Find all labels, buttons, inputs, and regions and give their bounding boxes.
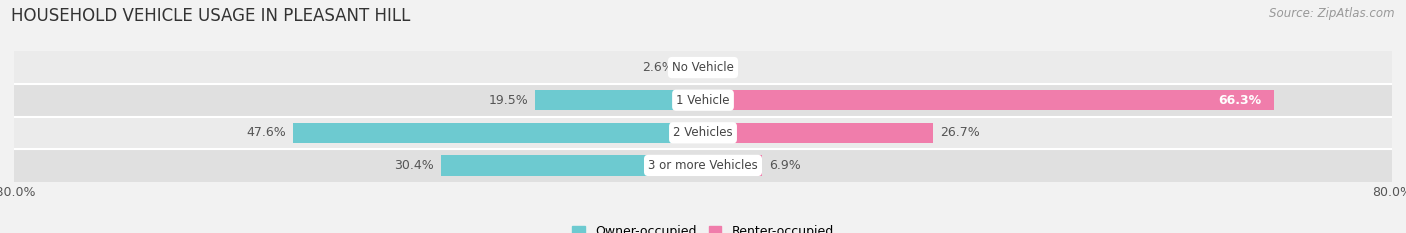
- Bar: [14, 51, 1392, 84]
- Bar: [703, 123, 934, 143]
- Text: 19.5%: 19.5%: [488, 94, 529, 107]
- Text: 66.3%: 66.3%: [1218, 94, 1261, 107]
- Text: HOUSEHOLD VEHICLE USAGE IN PLEASANT HILL: HOUSEHOLD VEHICLE USAGE IN PLEASANT HILL: [11, 7, 411, 25]
- Bar: [681, 58, 703, 78]
- Text: 1 Vehicle: 1 Vehicle: [676, 94, 730, 107]
- Text: 26.7%: 26.7%: [939, 126, 980, 139]
- Text: Source: ZipAtlas.com: Source: ZipAtlas.com: [1270, 7, 1395, 20]
- Bar: [703, 90, 1274, 110]
- Bar: [14, 149, 1392, 182]
- Legend: Owner-occupied, Renter-occupied: Owner-occupied, Renter-occupied: [568, 220, 838, 233]
- Text: 47.6%: 47.6%: [246, 126, 287, 139]
- Text: 3 or more Vehicles: 3 or more Vehicles: [648, 159, 758, 172]
- Text: 2 Vehicles: 2 Vehicles: [673, 126, 733, 139]
- Text: 2.6%: 2.6%: [643, 61, 673, 74]
- Bar: [292, 123, 703, 143]
- Text: 6.9%: 6.9%: [769, 159, 801, 172]
- Text: 30.4%: 30.4%: [395, 159, 434, 172]
- Text: No Vehicle: No Vehicle: [672, 61, 734, 74]
- Bar: [14, 84, 1392, 116]
- Bar: [14, 116, 1392, 149]
- Bar: [441, 155, 703, 175]
- Bar: [536, 90, 703, 110]
- Bar: [703, 155, 762, 175]
